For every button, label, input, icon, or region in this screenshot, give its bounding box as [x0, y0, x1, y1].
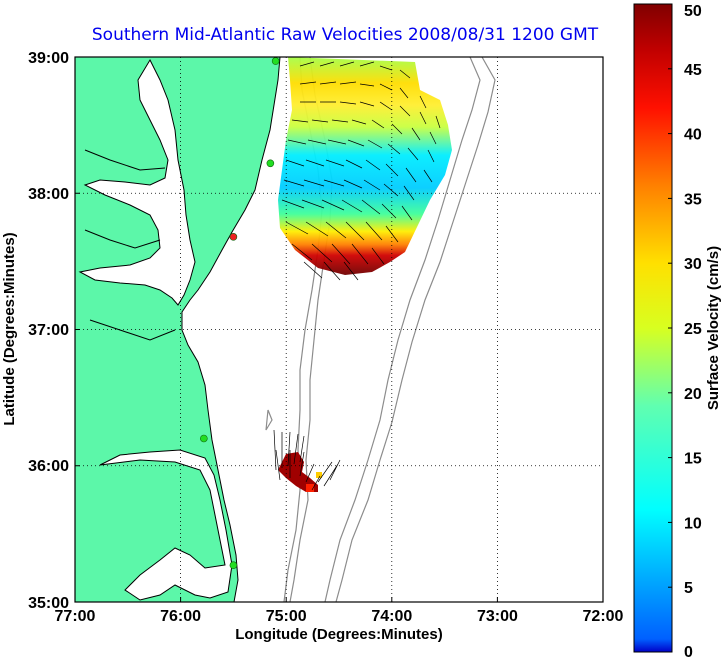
x-tick-label: 73:00 [477, 608, 518, 625]
colorbar-tick-label: 50 [684, 3, 702, 20]
map-title: Southern Mid-Atlantic Raw Velocities 200… [92, 25, 599, 45]
colorbar-tick-label: 20 [684, 386, 702, 403]
chesapeake-bay [78, 58, 196, 306]
pamlico-sound [99, 449, 233, 601]
x-tick-label: 72:00 [583, 608, 624, 625]
colorbar-label: Surface Velocity (cm/s) [705, 246, 722, 410]
x-tick-label: 75:00 [266, 608, 307, 625]
y-tick-labels: 39:00 38:00 37:00 36:00 35:00 [28, 50, 69, 612]
colorbar-tick-label: 35 [684, 191, 702, 208]
colorbar-tick-label: 30 [684, 256, 702, 273]
map-plot[interactable] [75, 57, 603, 602]
colorbar-tick-label: 25 [684, 321, 702, 338]
radar-station-marker [200, 434, 208, 443]
radar-station-marker [229, 561, 238, 570]
y-tick-label: 38:00 [28, 186, 69, 203]
colorbar-tick-label: 0 [684, 644, 693, 659]
colorbar-tick-label: 45 [684, 62, 702, 79]
colorbar-tick-label: 40 [684, 127, 702, 144]
vectors-south [273, 429, 341, 491]
tick-marks [74, 56, 604, 603]
estuary-1 [84, 149, 176, 341]
radar-station-marker [266, 159, 275, 168]
radar-stations [200, 57, 280, 570]
x-tick-label: 74:00 [371, 608, 412, 625]
colorbar-tick-label: 15 [684, 451, 702, 468]
y-tick-label: 39:00 [28, 50, 69, 67]
y-tick-label: 36:00 [28, 458, 69, 475]
colorbar-tick-label: 5 [684, 580, 693, 597]
x-tick-label: 77:00 [55, 608, 96, 625]
x-tick-label: 76:00 [160, 608, 201, 625]
radar-station-marker [271, 57, 280, 65]
colorbar-tick-label: 10 [684, 515, 702, 532]
y-tick-label: 35:00 [28, 595, 69, 612]
y-tick-label: 37:00 [28, 322, 69, 339]
velocity-cell-yellow [316, 472, 322, 478]
y-axis-label: Latitude (Degrees:Minutes) [1, 232, 18, 425]
x-tick-labels: 77:00 76:00 75:00 74:00 73:00 72:00 [55, 608, 624, 625]
radar-station-marker [229, 233, 238, 241]
colorbar-gradient [633, 3, 673, 653]
velocity-cell-red [306, 484, 314, 492]
velocity-field-north [278, 57, 452, 275]
x-axis-label: Longitude (Degrees:Minutes) [235, 626, 443, 643]
grid [75, 57, 603, 602]
